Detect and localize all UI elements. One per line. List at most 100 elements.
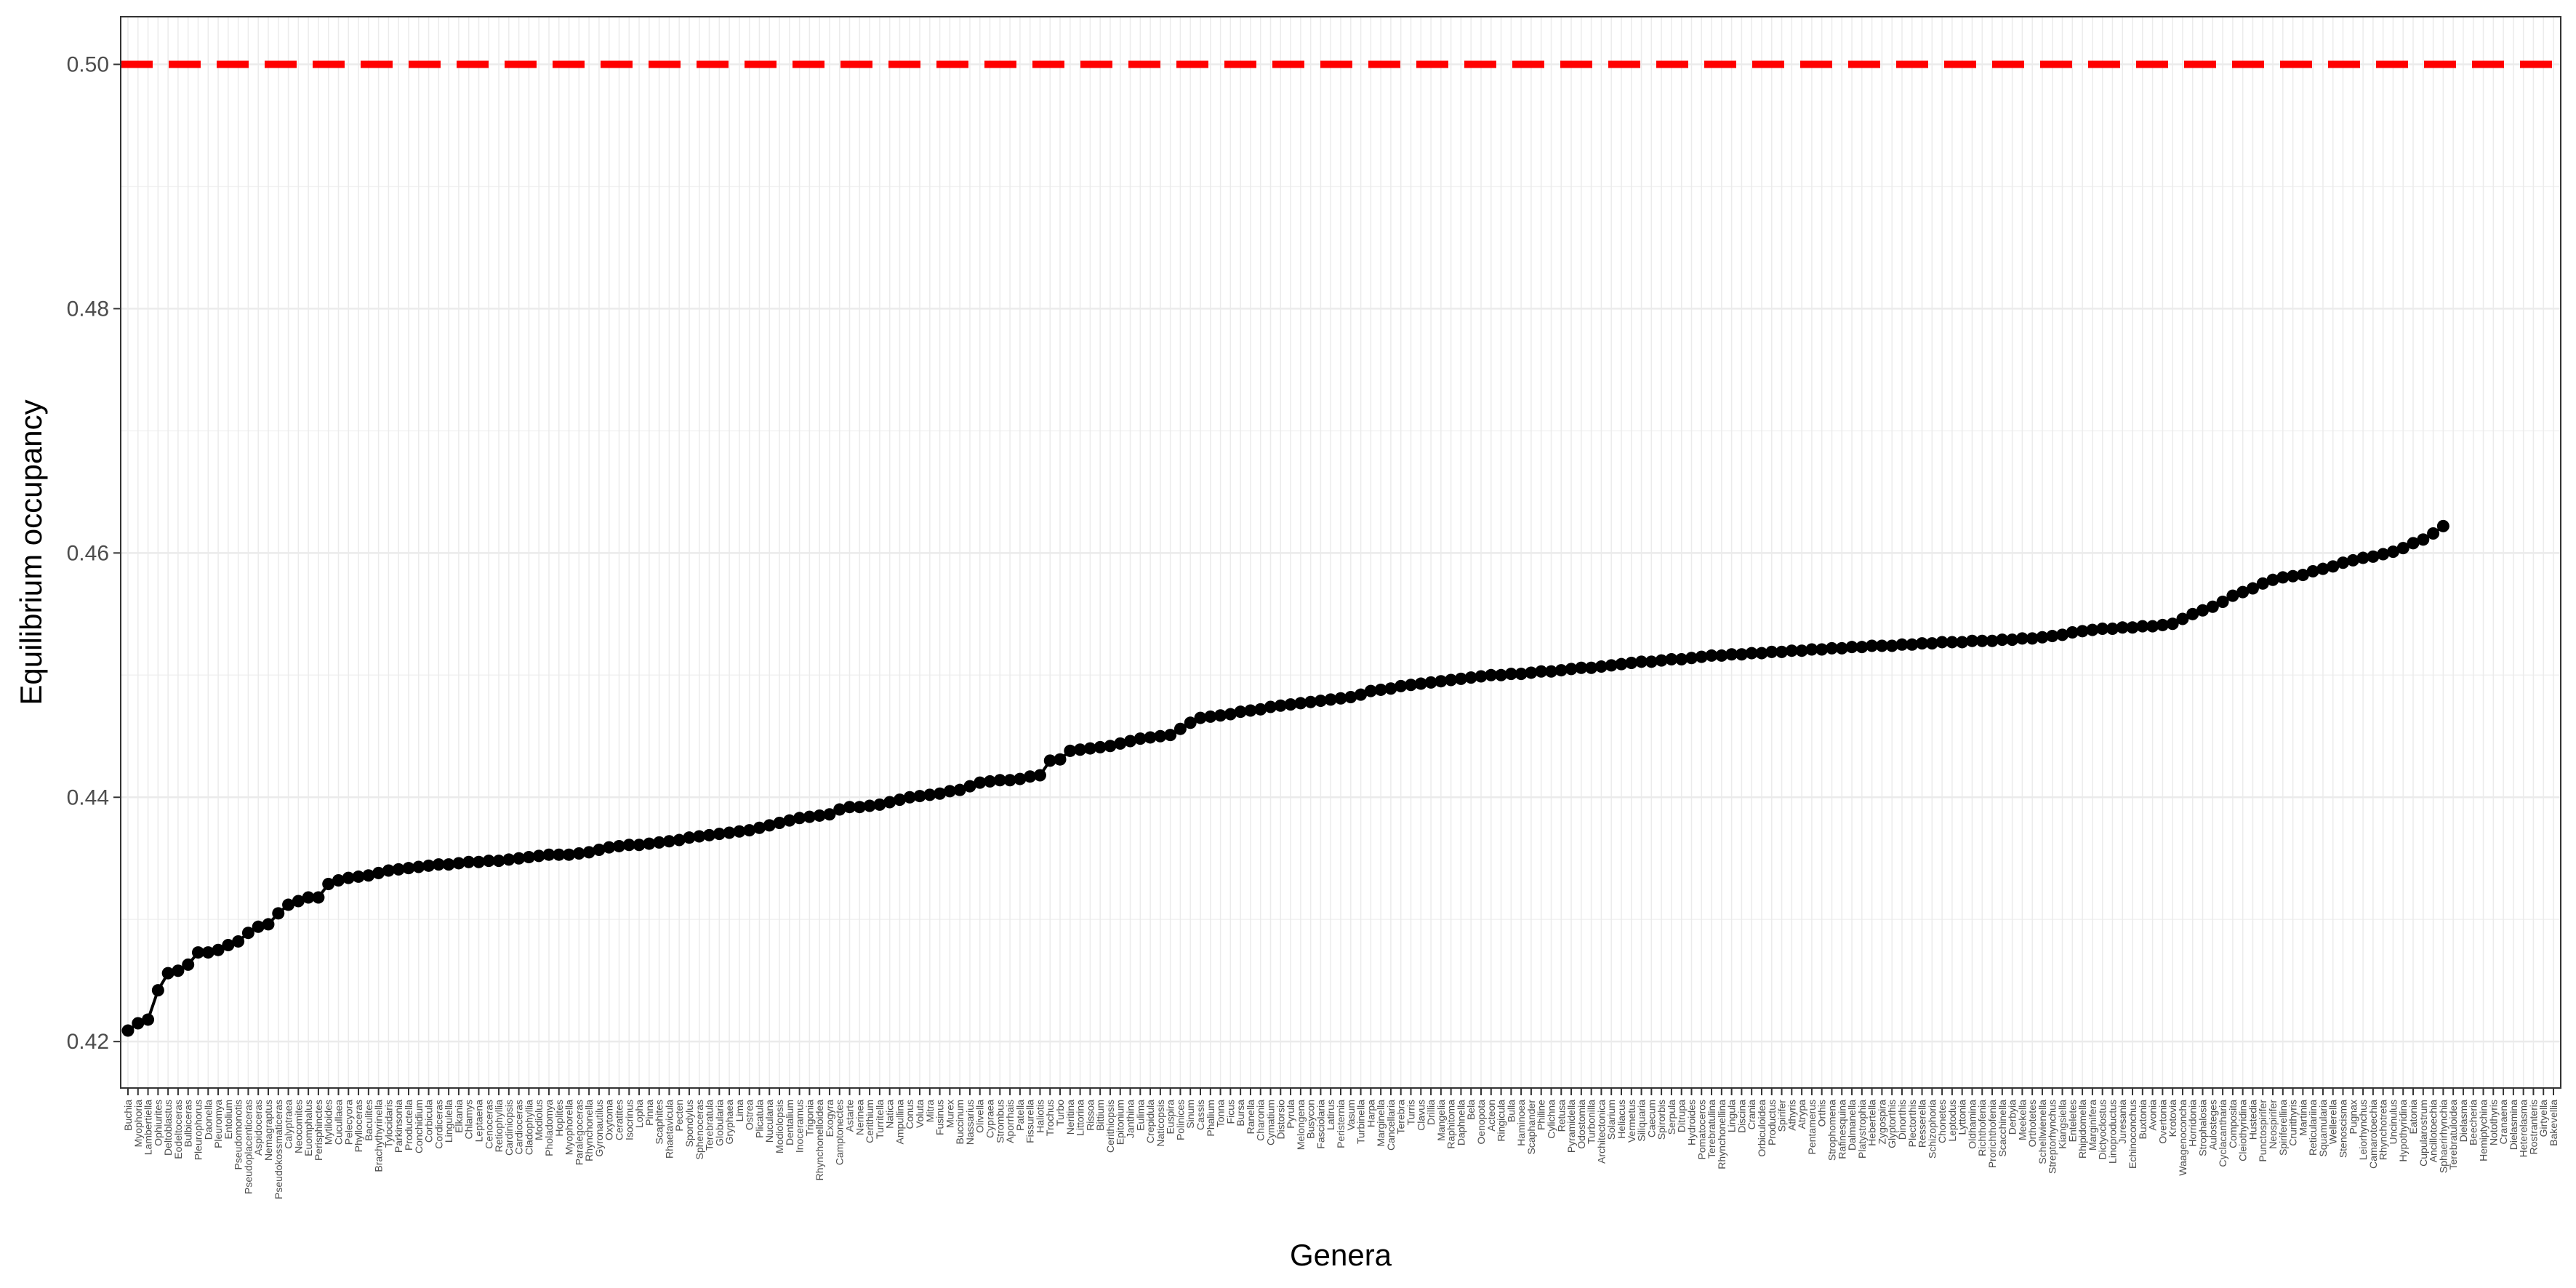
data-point bbox=[1906, 638, 1919, 651]
x-tick-label: Plectorthis bbox=[1906, 1100, 1918, 1147]
data-point bbox=[292, 895, 305, 908]
x-tick-label: Atrypa bbox=[1796, 1100, 1807, 1129]
x-tick-label: Ceratites bbox=[613, 1100, 625, 1140]
x-tick-label: Hoplites bbox=[553, 1100, 565, 1137]
data-point bbox=[1615, 657, 1628, 671]
x-tick-label: Cleiothyridina bbox=[2237, 1100, 2249, 1161]
x-tick-label: Lopha bbox=[633, 1100, 645, 1128]
x-tick-label: Astarte bbox=[844, 1100, 856, 1132]
data-point bbox=[2156, 618, 2169, 631]
x-tick-label: Ophiurites bbox=[152, 1100, 164, 1146]
data-point bbox=[1956, 636, 1969, 649]
x-tick-label: Odostomia bbox=[1576, 1100, 1587, 1149]
data-point bbox=[2026, 632, 2039, 645]
data-point bbox=[1554, 664, 1568, 677]
x-tick-label: Girtyella bbox=[2537, 1100, 2549, 1137]
x-tick-label: Gryphaea bbox=[723, 1100, 735, 1145]
x-tick-label: Baculites bbox=[363, 1100, 374, 1141]
x-tick-label: Cerithiopsis bbox=[1104, 1100, 1116, 1153]
x-tick-label: Heterelasma bbox=[2518, 1100, 2529, 1158]
x-tick-label: Ringicula bbox=[1496, 1100, 1507, 1142]
x-tick-label: Chonetes bbox=[1936, 1100, 1948, 1143]
data-point bbox=[1845, 641, 1858, 654]
x-tick-label: Mytiloides bbox=[323, 1100, 334, 1145]
data-point bbox=[1795, 644, 1808, 657]
data-point bbox=[2296, 569, 2309, 582]
x-tick-label: Pinna bbox=[643, 1100, 655, 1126]
data-point bbox=[1665, 652, 1678, 665]
data-point bbox=[1224, 708, 1237, 721]
x-tick-label: Crepidula bbox=[1144, 1100, 1156, 1143]
data-point bbox=[923, 788, 936, 801]
x-tick-label: Terebratuloidea bbox=[2447, 1100, 2459, 1170]
x-tick-label: Terebratula bbox=[704, 1100, 715, 1151]
data-point bbox=[1304, 695, 1317, 708]
data-point bbox=[2186, 607, 2199, 620]
x-tick-label: Chlamys bbox=[463, 1100, 475, 1139]
x-tick-label: Pholadomya bbox=[543, 1100, 555, 1156]
x-tick-label: Nassarius bbox=[964, 1100, 976, 1145]
data-point bbox=[2276, 571, 2290, 584]
x-tick-label: Dalmanella bbox=[1846, 1100, 1858, 1151]
data-point bbox=[372, 866, 385, 879]
x-tick-label: Camptonectes bbox=[834, 1100, 846, 1165]
x-tick-label: Krotovia bbox=[2167, 1100, 2178, 1137]
data-point bbox=[1003, 774, 1016, 787]
data-point bbox=[1384, 682, 1397, 695]
data-point bbox=[1866, 639, 1879, 652]
data-point bbox=[1364, 684, 1377, 697]
data-point bbox=[1064, 744, 1077, 757]
x-tick-label: Echinoconchus bbox=[2127, 1100, 2138, 1169]
x-tick-label: Neocomites bbox=[292, 1100, 304, 1153]
x-tick-label: Rhipidomella bbox=[2077, 1100, 2088, 1159]
data-point bbox=[172, 964, 185, 977]
data-point bbox=[272, 907, 285, 920]
x-tick-label: Gyronautilus bbox=[593, 1100, 605, 1157]
x-tick-label: Richthofenia bbox=[1976, 1100, 1988, 1156]
data-point bbox=[913, 790, 926, 803]
x-tick-label: Cyclacantharia bbox=[2217, 1100, 2228, 1167]
data-point bbox=[974, 776, 987, 789]
data-point bbox=[853, 801, 866, 814]
y-tick-label: 0.50 bbox=[67, 53, 109, 77]
x-tick-label: Cupularostrum bbox=[2417, 1100, 2429, 1167]
data-point bbox=[963, 780, 976, 793]
data-point bbox=[2206, 600, 2219, 613]
x-tick-label: Myophoria bbox=[132, 1100, 144, 1148]
x-tick-label: Hypothyridina bbox=[2397, 1100, 2409, 1162]
x-tick-label: Nuculana bbox=[763, 1100, 775, 1143]
data-point bbox=[662, 835, 675, 848]
x-tick-label: Strophomena bbox=[1826, 1100, 1837, 1161]
x-tick-label: Spirifer bbox=[1776, 1100, 1788, 1132]
x-tick-label: Brachythyrinella bbox=[373, 1100, 385, 1172]
data-point bbox=[1274, 699, 1287, 712]
x-tick-label: Cypraea bbox=[984, 1100, 996, 1138]
data-point bbox=[1835, 641, 1848, 655]
x-tick-label: Euspira bbox=[1165, 1100, 1176, 1135]
data-point bbox=[1725, 648, 1738, 661]
data-point bbox=[1815, 643, 1829, 656]
data-point bbox=[903, 791, 916, 804]
data-point bbox=[1485, 668, 1498, 681]
x-tick-label: Phalium bbox=[1205, 1100, 1216, 1137]
data-point bbox=[593, 843, 606, 856]
data-point bbox=[633, 839, 646, 852]
data-point bbox=[1024, 770, 1037, 783]
data-point bbox=[743, 824, 756, 837]
data-point bbox=[532, 849, 545, 863]
data-point bbox=[151, 984, 164, 997]
data-point bbox=[1855, 641, 1869, 654]
data-point bbox=[1885, 639, 1898, 652]
data-point bbox=[1495, 668, 1508, 681]
data-point bbox=[763, 819, 776, 832]
data-point bbox=[1454, 672, 1467, 685]
data-point bbox=[1986, 634, 1999, 647]
data-point bbox=[2216, 596, 2229, 609]
x-tick-label: Neritina bbox=[1064, 1100, 1076, 1135]
x-tick-label: Melongena bbox=[1295, 1100, 1307, 1150]
data-point bbox=[1514, 668, 1528, 681]
x-tick-label: Rhynchonelloidea bbox=[814, 1100, 825, 1181]
x-tick-label: Avonia bbox=[2147, 1100, 2159, 1131]
data-point bbox=[993, 774, 1006, 787]
data-point bbox=[542, 848, 555, 861]
